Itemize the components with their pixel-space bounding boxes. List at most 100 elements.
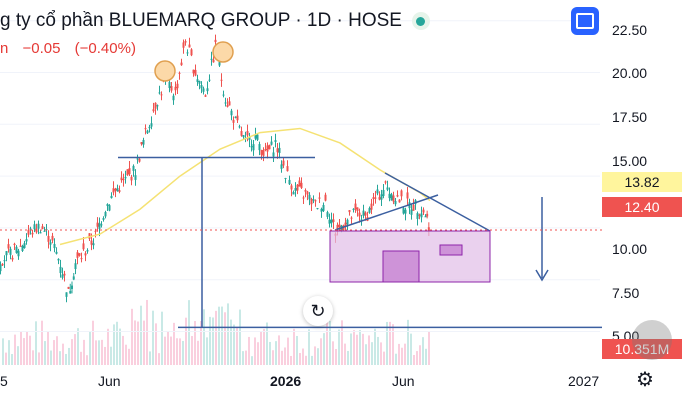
peak-marker: [212, 41, 234, 63]
volume-bar: [149, 351, 151, 365]
settings-gear-icon[interactable]: ⚙: [636, 368, 654, 391]
candle-body: [380, 194, 383, 200]
candle-body: [226, 105, 229, 107]
candle-body: [78, 253, 81, 256]
volume-bar: [17, 346, 19, 365]
candle-body: [86, 250, 89, 252]
candle-body: [72, 276, 75, 280]
candle-body: [142, 139, 145, 145]
volume-bar: [410, 333, 412, 365]
symbol-title[interactable]: g ty cổ phần BLUEMARQ GROUP · 1D · HOSE: [0, 10, 402, 31]
candle-body: [170, 86, 173, 91]
volume-bar: [20, 332, 22, 365]
candle-body: [426, 213, 429, 217]
candle-body: [198, 80, 201, 84]
volume-bar: [158, 353, 160, 365]
candle-body: [112, 188, 115, 193]
candle-body: [260, 150, 263, 155]
volume-bar: [170, 336, 172, 365]
candle-body: [43, 230, 46, 232]
volume-bar: [266, 322, 268, 365]
candle-body: [372, 197, 375, 200]
volume-bar: [293, 328, 295, 365]
volume-bar: [230, 319, 232, 365]
volume-bar: [104, 346, 106, 365]
volume-bar: [92, 320, 94, 365]
volume-bar: [131, 308, 133, 365]
volume-bar: [173, 322, 175, 365]
candle-body: [3, 260, 6, 262]
x-tick-label: 2026: [270, 373, 302, 389]
volume-bar: [401, 347, 403, 365]
candle-body: [98, 223, 101, 229]
volume-bar: [290, 355, 292, 365]
candle-body: [336, 224, 339, 231]
candle-body: [246, 131, 249, 136]
volume-bar: [119, 328, 121, 365]
volume-bar: [284, 347, 286, 365]
volume-bar: [212, 317, 214, 365]
volume-bar: [350, 333, 352, 365]
volume-bar: [413, 355, 415, 365]
candle-body: [120, 177, 123, 181]
candle-body: [272, 152, 275, 157]
volume-bar: [374, 328, 376, 365]
volume-bar: [116, 321, 118, 365]
candle-body: [130, 176, 133, 181]
candle-body: [67, 286, 70, 289]
candle-body: [412, 204, 415, 211]
candle-body: [31, 232, 34, 235]
volume-bar: [269, 341, 271, 365]
y-tick-label: 20.00: [612, 65, 648, 81]
y-tick-label: 17.50: [612, 109, 648, 125]
peak-marker: [154, 60, 176, 82]
candle-body: [292, 191, 295, 195]
candle-body: [74, 263, 77, 270]
candle-body: [174, 86, 177, 91]
candle-body: [190, 49, 193, 56]
fullscreen-icon[interactable]: [571, 7, 599, 35]
drawings-layer[interactable]: [118, 41, 602, 329]
candle-body: [416, 213, 419, 219]
candle-body: [138, 158, 141, 162]
candle-body: [268, 144, 271, 150]
volume-bar: [2, 338, 4, 365]
candle-body: [262, 149, 265, 156]
candle-body: [218, 62, 221, 66]
candle-body: [418, 214, 421, 216]
volume-bar: [194, 321, 196, 365]
volume-bar: [260, 332, 262, 365]
volume-bar: [200, 320, 202, 365]
candle-body: [384, 181, 387, 183]
candle-body: [406, 192, 409, 199]
volume-bar: [263, 328, 265, 365]
candle-body: [250, 146, 253, 148]
candle-body: [76, 252, 79, 258]
volume-bar: [308, 329, 310, 365]
projection-box-small: [439, 244, 463, 256]
candle-body: [324, 194, 327, 201]
y-tick-label: 10.00: [612, 241, 648, 257]
volume-bar: [353, 330, 355, 365]
candle-body: [21, 245, 24, 251]
scroll-to-realtime-button[interactable]: [632, 320, 672, 360]
volume-bar: [371, 342, 373, 365]
candle-body: [194, 69, 197, 76]
volume-bar: [86, 355, 88, 365]
candle-body: [29, 228, 32, 230]
candle-body: [196, 79, 199, 82]
candle-body: [290, 185, 293, 190]
candle-body: [124, 177, 127, 179]
reset-chart-button[interactable]: ↻: [303, 296, 333, 326]
candle-body: [370, 203, 373, 210]
candle-body: [352, 208, 355, 210]
candle-body: [278, 147, 281, 154]
candle-body: [27, 229, 30, 235]
candle-body: [348, 210, 351, 213]
candle-body: [11, 257, 14, 260]
market-open-icon: [411, 12, 430, 30]
candle-body: [396, 195, 399, 197]
volume-bar: [227, 303, 229, 365]
candle-body: [382, 190, 385, 196]
